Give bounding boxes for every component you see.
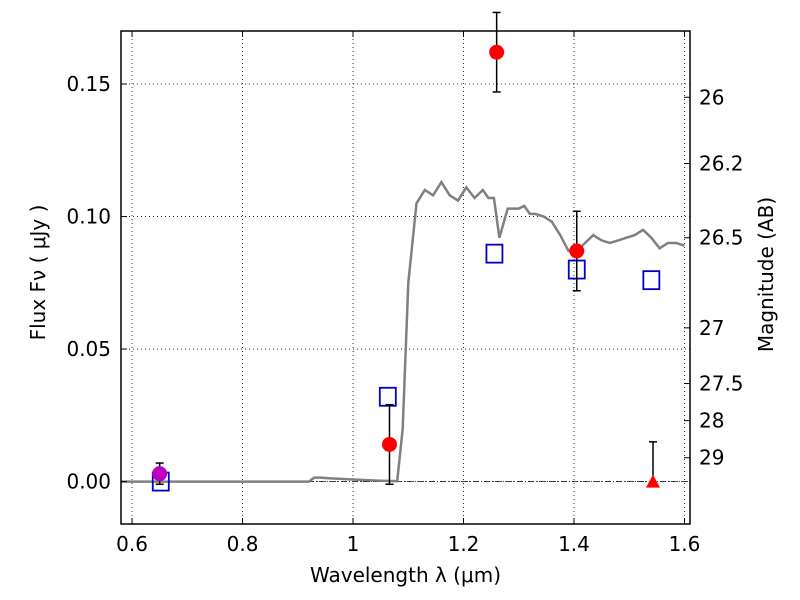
model-spectrum-curve	[121, 179, 685, 483]
data-point-square-open	[378, 386, 397, 407]
x-tick-label: 1.2	[448, 532, 480, 556]
x-tick-label: 1.6	[669, 532, 701, 556]
plot-frame	[120, 30, 691, 525]
y-tick-label: 0.00	[66, 470, 111, 494]
right-tick-label: 27	[699, 316, 724, 340]
x-tick-label: 0.6	[116, 532, 148, 556]
x-axis-label: Wavelength λ (μm)	[310, 563, 501, 587]
right-tick-label: 29	[699, 446, 724, 470]
y-tick-label: 0.15	[66, 72, 111, 96]
model-photometry-marker	[378, 386, 397, 407]
right-tick-label: 26	[699, 85, 724, 109]
point-marker	[569, 243, 585, 259]
x-tick-label: 0.8	[227, 532, 259, 556]
axis-ticks: 0.6 0.8 1 1.2 1.4 1.6 0.00 0.05 0.10 0.15 26 26.2 26…	[66, 31, 744, 556]
point-marker	[489, 44, 505, 60]
y-axis-label: Flux Fν ( μJy )	[26, 205, 50, 341]
data-point-square-open	[642, 270, 661, 291]
point-marker	[381, 436, 397, 452]
right-tick-label: 26.5	[699, 226, 744, 250]
model-photometry-marker	[642, 270, 661, 291]
x-tick-label: 1	[347, 532, 360, 556]
x-tick-label: 1.4	[558, 532, 590, 556]
data-points	[151, 11, 661, 492]
right-tick-label: 28	[699, 409, 724, 433]
grid-lines	[121, 31, 690, 524]
data-point-circle	[569, 210, 585, 292]
right-tick-label: 27.5	[699, 372, 744, 396]
right-tick-label: 26.2	[699, 152, 744, 176]
y-tick-label: 0.05	[66, 337, 111, 361]
data-point-circle	[489, 11, 505, 93]
data-point-circle	[152, 462, 168, 485]
data-point-square-open	[485, 243, 504, 264]
upper-limit-marker	[645, 474, 660, 488]
data-point-triangle	[645, 441, 660, 488]
point-marker	[152, 466, 168, 482]
model-photometry-marker	[485, 243, 504, 264]
right-axis-label: Magnitude (AB)	[754, 197, 778, 352]
data-point-circle	[381, 403, 397, 485]
y-tick-label: 0.10	[66, 205, 111, 229]
